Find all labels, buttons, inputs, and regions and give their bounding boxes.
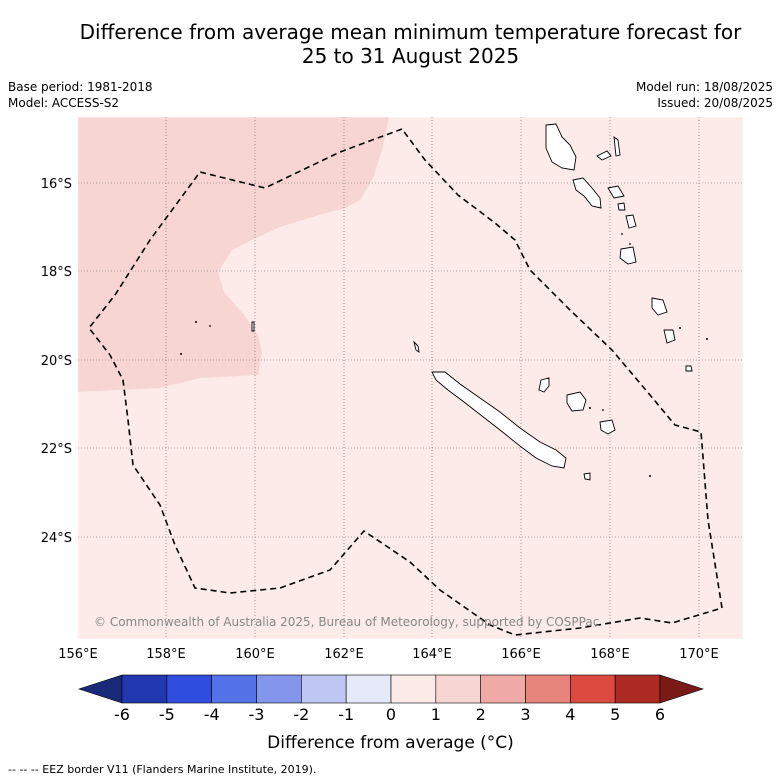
colorbar-tick-label: 2: [476, 705, 486, 724]
vanuatu-epi: [617, 202, 626, 211]
gridlines: [78, 117, 743, 639]
colorbar-tick-label: -3: [249, 705, 265, 724]
colorbar-segment: [614, 674, 661, 704]
colorbar-segment: [211, 674, 257, 704]
lon-label-168e: 168°E: [590, 647, 630, 662]
isle-of-pines: [583, 472, 591, 481]
lat-label-24s: 24°S: [41, 531, 72, 546]
colorbar-tick-label: 4: [565, 705, 575, 724]
lon-label-166e: 166°E: [501, 647, 541, 662]
loyalty-island-ouvea: [538, 377, 550, 393]
colorbar-segment: [256, 674, 302, 704]
colorbar-segment: [480, 674, 526, 704]
title-line-1: Difference from average mean minimum tem…: [79, 20, 742, 44]
colorbar-segment: [525, 674, 571, 704]
model-run: Model run: 18/08/2025: [635, 80, 773, 94]
colorbar-segment: [166, 674, 212, 704]
copyright-text: © Commonwealth of Australia 2025, Bureau…: [94, 615, 599, 629]
lon-label-160e: 160°E: [235, 647, 275, 662]
eez-border: [87, 128, 723, 636]
colorbar-tick-label: 3: [520, 705, 530, 724]
vanuatu-maewo: [613, 136, 621, 157]
colorbar-segment: [345, 674, 392, 704]
anomaly-region-1-2: [78, 117, 389, 392]
colorbar-tick-label: -1: [338, 705, 354, 724]
lat-label-16s: 16°S: [41, 177, 72, 192]
meta-right: Model run: 18/08/2025 Issued: 20/08/2025: [636, 79, 773, 111]
lat-label-20s: 20°S: [41, 354, 72, 369]
island-far-east: [685, 365, 693, 372]
meta-left: Base period: 1981-2018 Model: ACCESS-S2: [8, 79, 153, 111]
lon-label-170e: 170°E: [679, 647, 719, 662]
chesterfield-islet: [251, 321, 255, 332]
lon-axis-labels: 156°E 158°E 160°E 162°E 164°E 166°E 168°…: [58, 647, 719, 662]
colorbar-segment: [121, 674, 168, 704]
vanuatu-tanna: [651, 297, 668, 316]
loyalty-island-mare: [599, 419, 616, 435]
vanuatu-erromango: [619, 246, 637, 265]
colorbar-label: Difference from average (°C): [267, 733, 514, 753]
lat-axis-labels: 16°S 18°S 20°S 22°S 24°S: [41, 177, 72, 546]
colorbar-segment: [570, 674, 616, 704]
colorbar-tick-label: 0: [386, 705, 396, 724]
colorbar-segment: [301, 674, 347, 704]
colorbar-tick-label: 5: [610, 705, 620, 724]
landmasses: [251, 123, 693, 481]
eez-footnote: -- -- -- EEZ border V11 (Flanders Marine…: [8, 763, 317, 776]
colorbar-tick-label: 6: [655, 705, 665, 724]
colorbar-tick-label: -2: [293, 705, 309, 724]
issued-date: Issued: 20/08/2025: [657, 96, 773, 110]
colorbar-tick-label: -5: [159, 705, 175, 724]
colorbar-extend-low: [78, 674, 123, 704]
lat-label-18s: 18°S: [41, 265, 72, 280]
colorbar: -6 -5 -4 -3 -2 -1 0 1 2 3 4 5 6: [78, 674, 704, 724]
base-period: Base period: 1981-2018: [8, 80, 153, 94]
loyalty-island-lifou: [566, 391, 587, 412]
colorbar-tick-label: -4: [204, 705, 220, 724]
vanuatu-pentecost: [607, 185, 625, 199]
vanuatu-aneityum: [663, 329, 676, 344]
vanuatu-espiritu-santo: [545, 123, 577, 171]
small-islets: [180, 233, 708, 477]
vanuatu-ambae: [596, 150, 612, 161]
model-name: Model: ACCESS-S2: [8, 96, 120, 110]
colorbar-tick-label: -6: [114, 705, 130, 724]
map-area: © Commonwealth of Australia 2025, Bureau…: [78, 117, 743, 639]
colorbar-segment: [390, 674, 437, 704]
colorbar-tick-label: 1: [431, 705, 441, 724]
lon-label-156e: 156°E: [58, 647, 98, 662]
title-line-2: 25 to 31 August 2025: [301, 44, 520, 68]
lat-label-22s: 22°S: [41, 442, 72, 457]
colorbar-extend-high: [659, 674, 704, 704]
belep-island: [413, 340, 420, 353]
colorbar-segment: [435, 674, 481, 704]
lon-label-162e: 162°E: [324, 647, 364, 662]
map-title: Difference from average mean minimum tem…: [40, 20, 781, 68]
lon-label-164e: 164°E: [412, 647, 452, 662]
vanuatu-efate: [625, 214, 637, 229]
vanuatu-malakula: [572, 177, 602, 209]
new-caledonia-mainland: [431, 371, 567, 469]
lon-label-158e: 158°E: [146, 647, 186, 662]
